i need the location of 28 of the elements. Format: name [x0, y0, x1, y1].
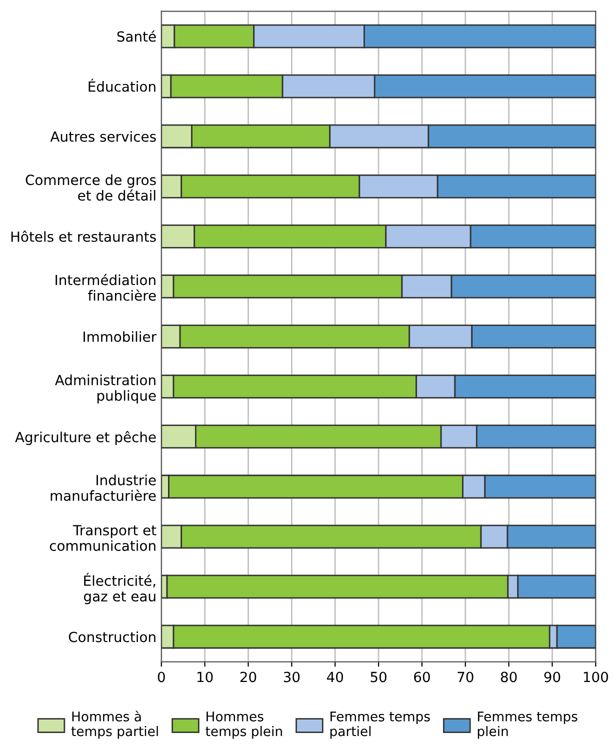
x-tick-label: 50 [370, 672, 386, 682]
y-tick-label: Éducation [88, 78, 156, 92]
y-tick-label: Administration publique [55, 374, 156, 404]
y-tick-label: Hôtels et restaurants [11, 230, 156, 242]
y-tick-label: Électricité, gaz et eau [84, 572, 156, 604]
x-tick-label: 40 [326, 672, 344, 682]
y-tick-label: Agriculture et pêche [15, 431, 156, 446]
x-tick-label: 80 [500, 672, 517, 682]
x-tick-label: 0 [158, 672, 165, 682]
x-tick-label: 30 [284, 672, 300, 682]
x-tick-label: 20 [240, 672, 256, 682]
legend-label: Hommes à temps partiel [71, 710, 158, 739]
y-tick-label: Industrie manufacturière [50, 474, 156, 501]
y-tick-label: Immobilier [84, 331, 157, 342]
y-tick-label: Intermédiation financière [56, 274, 156, 301]
y-tick-label: Santé [117, 30, 156, 42]
x-tick-label: 90 [544, 672, 560, 682]
x-tick-label: 70 [458, 672, 474, 682]
legend-label: Hommes temps plein [206, 712, 282, 739]
y-tick-label: Transport et communication [50, 525, 156, 551]
legend-label: Femmes temps partiel [330, 712, 430, 739]
y-tick-label: Construction [68, 631, 156, 642]
x-tick-label: 100 [584, 672, 608, 682]
y-tick-label: Autres services [50, 131, 156, 142]
y-tick-label: Commerce de gros et de détail [26, 174, 156, 201]
legend-label: Femmes temps plein [478, 712, 578, 739]
x-tick-label: 10 [198, 672, 213, 682]
x-tick-label: 60 [414, 672, 430, 682]
